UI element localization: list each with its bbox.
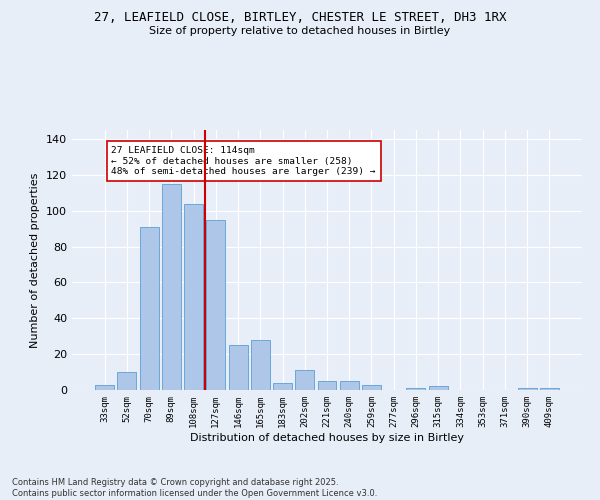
Bar [273, 383, 292, 390]
Text: Size of property relative to detached houses in Birtley: Size of property relative to detached ho… [149, 26, 451, 36]
Bar [540, 388, 559, 390]
Bar [140, 227, 158, 390]
Text: 27 LEAFIELD CLOSE: 114sqm
← 52% of detached houses are smaller (258)
48% of semi: 27 LEAFIELD CLOSE: 114sqm ← 52% of detac… [112, 146, 376, 176]
Bar [162, 184, 181, 390]
Bar [406, 388, 425, 390]
Bar [518, 388, 536, 390]
Bar [95, 384, 114, 390]
Bar [229, 345, 248, 390]
Bar [206, 220, 225, 390]
Bar [340, 381, 359, 390]
Bar [118, 372, 136, 390]
Bar [251, 340, 270, 390]
Text: 27, LEAFIELD CLOSE, BIRTLEY, CHESTER LE STREET, DH3 1RX: 27, LEAFIELD CLOSE, BIRTLEY, CHESTER LE … [94, 11, 506, 24]
Bar [184, 204, 203, 390]
Bar [362, 384, 381, 390]
Bar [295, 370, 314, 390]
Y-axis label: Number of detached properties: Number of detached properties [31, 172, 40, 348]
Bar [317, 381, 337, 390]
X-axis label: Distribution of detached houses by size in Birtley: Distribution of detached houses by size … [190, 432, 464, 442]
Text: Contains HM Land Registry data © Crown copyright and database right 2025.
Contai: Contains HM Land Registry data © Crown c… [12, 478, 377, 498]
Bar [429, 386, 448, 390]
